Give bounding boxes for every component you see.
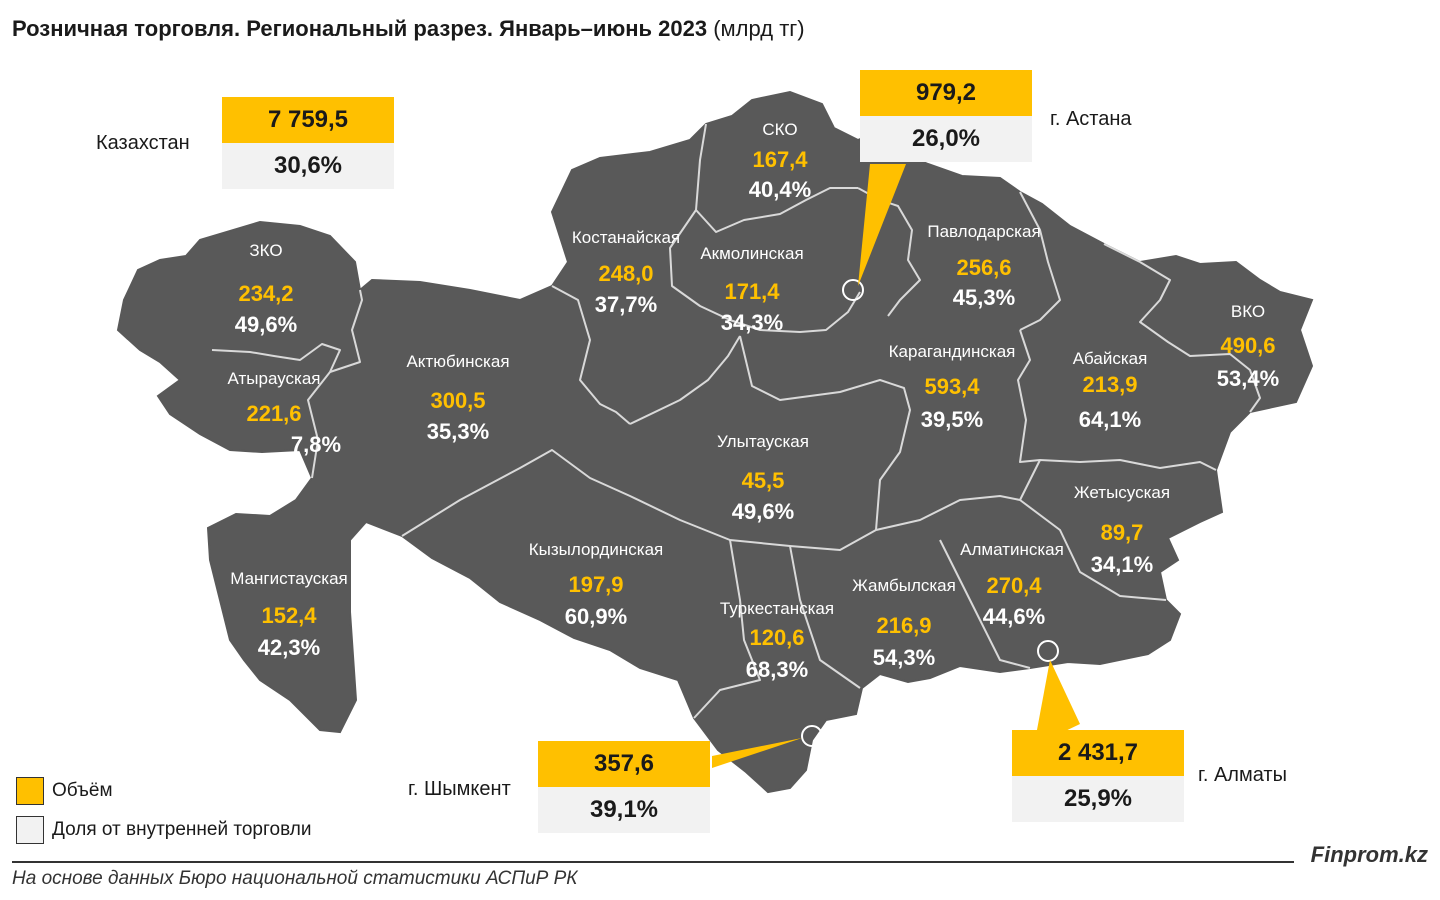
legend-volume: Объём: [16, 777, 113, 805]
region-volume: 152,4: [261, 603, 317, 628]
almaty-share: 25,9%: [1012, 776, 1184, 822]
region-share: 7,8%: [291, 432, 341, 457]
shymkent-label: г. Шымкент: [408, 778, 511, 800]
region-name: Карагандинская: [889, 342, 1016, 361]
region-volume: 120,6: [749, 625, 804, 650]
shymkent-volume: 357,6: [538, 741, 710, 787]
region-share: 49,6%: [732, 499, 794, 524]
region-name: Кызылординская: [529, 540, 664, 559]
region-name: Павлодарская: [927, 222, 1040, 241]
chart-title: Розничная торговля. Региональный разрез.…: [12, 14, 805, 44]
region-volume: 213,9: [1082, 372, 1137, 397]
region-volume: 216,9: [876, 613, 931, 638]
region-name: Мангистауская: [230, 569, 348, 588]
source-note: На основе данных Бюро национальной стати…: [12, 868, 578, 889]
region-name: Костанайская: [572, 228, 680, 247]
region-name: ВКО: [1231, 302, 1265, 321]
kazakhstan-callout: 7 759,5 30,6%: [222, 97, 394, 189]
region-name: Туркестанская: [720, 599, 834, 618]
region-volume: 300,5: [430, 388, 485, 413]
almaty-pointer: [1034, 660, 1080, 746]
astana-volume: 979,2: [860, 70, 1032, 116]
chart-title-unit: (млрд тг): [713, 16, 805, 41]
region-name: Жетысуская: [1074, 483, 1170, 502]
region-name: Акмолинская: [700, 244, 803, 263]
region-share: 45,3%: [953, 285, 1015, 310]
region-volume: 45,5: [742, 468, 785, 493]
almaty-volume: 2 431,7: [1012, 730, 1184, 776]
region-volume: 197,9: [568, 572, 623, 597]
legend-volume-swatch: [16, 777, 44, 805]
legend-share-swatch: [16, 816, 44, 844]
region-name: СКО: [762, 120, 797, 139]
kazakhstan-share: 30,6%: [222, 143, 394, 189]
kazakhstan-volume: 7 759,5: [222, 97, 394, 143]
region-share: 39,5%: [921, 407, 983, 432]
astana-marker-icon: [842, 279, 864, 301]
region-name: Жамбылская: [852, 576, 956, 595]
region-share: 60,9%: [565, 604, 627, 629]
region-volume: 270,4: [986, 573, 1042, 598]
region-share: 68,3%: [746, 657, 808, 682]
region-share: 53,4%: [1217, 366, 1279, 391]
region-name: Атырауская: [228, 369, 321, 388]
kazakhstan-outline: [116, 90, 1314, 794]
shymkent-marker-icon: [801, 725, 823, 747]
footer-divider: [12, 861, 1294, 863]
region-labels: СКО 167,4 40,4% Костанайская 248,0 37,7%…: [228, 120, 1280, 682]
almaty-callout: 2 431,7 25,9%: [1012, 730, 1184, 822]
region-volume: 89,7: [1101, 520, 1144, 545]
brand-logo: Finprom.kz: [1310, 842, 1428, 867]
region-share: 42,3%: [258, 635, 320, 660]
region-name: Алматинская: [960, 540, 1064, 559]
legend-volume-label: Объём: [52, 780, 113, 801]
region-volume: 248,0: [598, 261, 653, 286]
region-share: 49,6%: [235, 312, 297, 337]
region-volume: 171,4: [724, 279, 780, 304]
region-name: ЗКО: [249, 241, 282, 260]
region-share: 44,6%: [983, 604, 1045, 629]
region-share: 35,3%: [427, 419, 489, 444]
region-share: 54,3%: [873, 645, 935, 670]
region-volume: 221,6: [246, 401, 301, 426]
almaty-label: г. Алматы: [1198, 764, 1287, 786]
region-share: 34,3%: [721, 310, 783, 335]
region-share: 40,4%: [749, 177, 811, 202]
region-volume: 593,4: [924, 374, 980, 399]
region-volume: 256,6: [956, 255, 1011, 280]
region-volume: 490,6: [1220, 333, 1275, 358]
astana-pointer: [858, 164, 906, 286]
kazakhstan-label: Казахстан: [96, 132, 190, 154]
region-name: Актюбинская: [406, 352, 509, 371]
astana-label: г. Астана: [1050, 108, 1132, 130]
region-name: Абайская: [1073, 349, 1148, 368]
shymkent-share: 39,1%: [538, 787, 710, 833]
almaty-marker-icon: [1037, 640, 1059, 662]
region-share: 37,7%: [595, 292, 657, 317]
astana-callout: 979,2 26,0%: [860, 70, 1032, 162]
region-share: 64,1%: [1079, 407, 1141, 432]
legend-share-label: Доля от внутренней торговли: [52, 819, 312, 840]
region-borders: [211, 123, 1261, 719]
shymkent-callout: 357,6 39,1%: [538, 741, 710, 833]
region-name: Улытауская: [717, 432, 809, 451]
astana-share: 26,0%: [860, 116, 1032, 162]
region-share: 34,1%: [1091, 552, 1153, 577]
region-volume: 234,2: [238, 281, 293, 306]
legend-share: Доля от внутренней торговли: [16, 816, 311, 844]
region-volume: 167,4: [752, 147, 808, 172]
chart-title-main: Розничная торговля. Региональный разрез.…: [12, 16, 708, 41]
shymkent-pointer: [712, 738, 802, 768]
